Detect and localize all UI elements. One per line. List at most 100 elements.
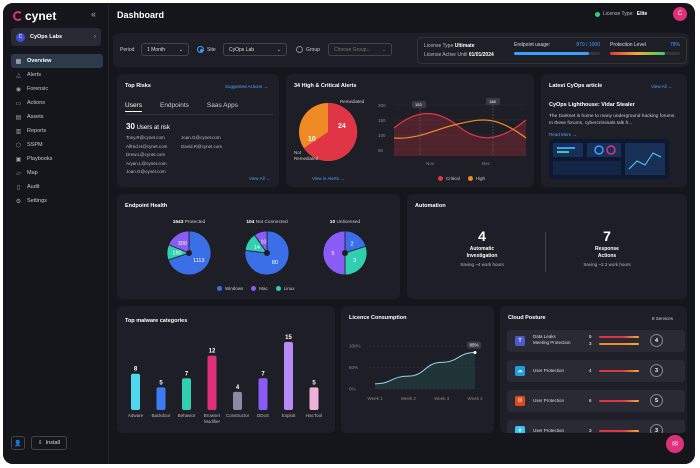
bar-value-label: 5: [312, 380, 316, 386]
x-tick-label: Backdoor: [151, 413, 171, 418]
remediated-label: Remediated: [340, 99, 365, 104]
malware-bar[interactable]: [131, 373, 140, 410]
malware-bar[interactable]: [207, 355, 217, 410]
issue-count: 6: [589, 398, 592, 403]
article-headline[interactable]: CyOps Lighthouse: Vidar Stealer: [549, 102, 635, 108]
service-label-line2: Meeting Protection: [533, 340, 571, 345]
sidebar-item-settings[interactable]: ⚙ Settings: [11, 194, 103, 208]
peak-point[interactable]: [473, 350, 477, 354]
x-tick-label: Behavior: [178, 413, 196, 418]
user-profile-button[interactable]: 👤: [11, 436, 25, 450]
sidebar-item-reports[interactable]: ▥ Reports: [11, 124, 103, 138]
article-view-all-link[interactable]: View All →: [651, 84, 673, 89]
critical-alerts-slice[interactable]: [304, 102, 358, 161]
y-tick: 150: [378, 118, 386, 123]
tooltip-box: [412, 101, 426, 108]
list-item[interactable]: Joan.G@cynet.com: [126, 169, 166, 174]
response-actions-stat: 7 Response Actions Saving ~2.3 work hours: [562, 228, 652, 267]
install-button[interactable]: ⇩ Install: [31, 436, 67, 450]
list-item[interactable]: David.R@cynet.com: [181, 143, 223, 149]
malware-categories-card: Top malware categories 8 Adware 5 Backdoor 7…: [117, 306, 335, 433]
automatic-investigation-stat: 4 Automatic Investigation Saving ~4 work …: [437, 228, 527, 267]
tab-endpoints[interactable]: Endpoints: [159, 102, 189, 109]
donut-slice[interactable]: [253, 230, 268, 255]
read-more-link[interactable]: Read More →: [549, 132, 578, 137]
period-select[interactable]: 1 Month ⌄: [141, 43, 189, 56]
list-item[interactable]: Tony.R@cynet.com: [126, 135, 165, 140]
bar-value-label: 15: [285, 335, 292, 341]
y-tick: 200: [378, 103, 386, 108]
site-radio[interactable]: [197, 46, 204, 53]
tab-saas-apps[interactable]: Saas Apps: [206, 102, 238, 109]
chat-support-button[interactable]: ✉: [666, 435, 684, 453]
licence-area: [375, 352, 475, 389]
group-select[interactable]: Choose Group... ⌄: [328, 43, 392, 56]
service-label-line1: Data Leaks: [533, 334, 556, 339]
divider: [545, 232, 546, 272]
office-icon: O: [515, 396, 525, 406]
malware-bar[interactable]: [182, 378, 191, 410]
article-thumbnail[interactable]: [549, 139, 669, 179]
sidebar-item-label: Actions: [27, 100, 46, 106]
group-radio[interactable]: [296, 46, 303, 53]
bar-value-label: 5: [159, 380, 163, 386]
x-tick-label: Browser: [204, 413, 221, 418]
tooltip-value: 188: [489, 99, 496, 104]
sidebar-item-map[interactable]: ▱ Map: [11, 166, 103, 180]
cloud-service-row[interactable]: O User Protection 6 5: [507, 390, 685, 412]
donut-slice[interactable]: [344, 245, 368, 276]
sidebar-item-actions[interactable]: ▭ Actions: [11, 96, 103, 110]
protection-level-value: 78%: [669, 42, 680, 48]
x-tick: Nov: [426, 161, 435, 166]
bar-value-label: 12: [209, 349, 216, 355]
license-active-row: License Active Until 01/01/2024: [424, 52, 494, 58]
avatar[interactable]: C: [673, 7, 687, 21]
sidebar-item-audit[interactable]: ▯ Audit: [11, 180, 103, 194]
grid-icon: ▦: [15, 58, 22, 65]
site-select[interactable]: CyOps Lab ⌄: [223, 43, 287, 56]
collapse-sidebar-icon[interactable]: «: [91, 9, 97, 19]
stat-label-line2: Actions: [597, 253, 617, 259]
critical-line: [393, 113, 527, 139]
cloud-service-row[interactable]: T Data Leaks Meeting Protection 5 3 4: [507, 330, 685, 352]
sidebar-item-label: Reports: [27, 128, 47, 134]
tooltip-box: [486, 98, 500, 105]
sidebar-item-forensic[interactable]: ◉ Forensic: [11, 82, 103, 96]
sidebar-item-assets[interactable]: ▤ Assets: [11, 110, 103, 124]
view-in-alerts-link[interactable]: View in Alerts →: [312, 176, 345, 181]
malware-bar[interactable]: [156, 387, 166, 410]
list-item[interactable]: Alfred.H@cynet.com: [126, 143, 168, 149]
services-count: 8 Services: [652, 316, 674, 321]
donut-slice[interactable]: [322, 230, 346, 276]
list-item[interactable]: Joan.G@cynet.com: [181, 135, 221, 140]
cloud-service-row[interactable]: ☁ User Protection 4 3: [507, 360, 685, 382]
workspace-selector[interactable]: C CyOps Labs ›: [11, 28, 101, 46]
issue-bar: [599, 370, 639, 372]
cloud-service-row[interactable]: # User Protection 3 3: [507, 420, 685, 433]
sidebar-item-alerts[interactable]: △ Alerts: [11, 68, 103, 82]
donut-slice-label: 80: [272, 260, 278, 266]
malware-bar[interactable]: [309, 387, 319, 410]
sidebar-item-playbooks[interactable]: ▣ Playbooks: [11, 152, 103, 166]
malware-bar[interactable]: [258, 378, 268, 410]
malware-bar-chart: 8 Adware 5 Backdoor 7 Behavior 12 BrowserModifi…: [128, 335, 322, 424]
view-all-link[interactable]: View All →: [249, 176, 271, 181]
sidebar-item-overview[interactable]: ▦ Overview: [11, 54, 103, 68]
bar-value-label: 7: [185, 371, 189, 377]
card-title: Cloud Posture: [508, 315, 546, 321]
donut-slice[interactable]: [168, 230, 190, 254]
sidebar-item-sspm[interactable]: ⬡ SSPM: [11, 138, 103, 152]
malware-bar[interactable]: [233, 391, 242, 410]
service-score-badge: 3: [650, 364, 663, 377]
tab-users[interactable]: Users: [125, 102, 142, 112]
x-tick-label: Week 3: [434, 396, 450, 401]
malware-bar[interactable]: [284, 342, 293, 410]
alerts-trend-chart: 200 150 100 50 153 188 Nov Dec: [378, 98, 527, 166]
donut-slice-label: 1113: [193, 258, 204, 264]
suggested-actions-link[interactable]: Suggested Actions →: [225, 84, 269, 89]
list-item[interactable]: Drew.L@cynet.com: [126, 152, 166, 157]
list-item[interactable]: Aryan.L@cynet.com: [126, 160, 167, 166]
issue-count: 3: [589, 428, 592, 433]
brand-name: cynet: [25, 9, 57, 23]
donut-label: Not Connected: [255, 220, 288, 225]
